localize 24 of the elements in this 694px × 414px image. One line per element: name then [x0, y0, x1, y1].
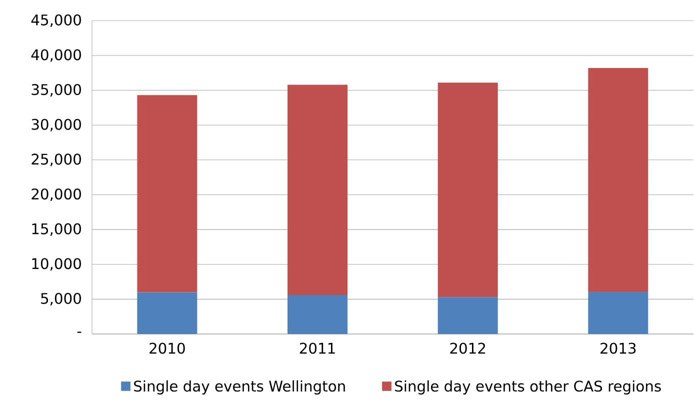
bar	[438, 297, 498, 334]
bar	[288, 294, 348, 334]
legend-label: Single day events Wellington	[134, 380, 345, 395]
y-tick-label: 40,000	[31, 49, 81, 62]
bar	[288, 84, 348, 295]
y-tick-label: 10,000	[32, 258, 81, 271]
bar	[588, 68, 648, 292]
y-tick-label: 25,000	[32, 154, 81, 166]
y-tick-label: 20,000	[32, 188, 81, 202]
x-tick-label: 2011	[300, 342, 335, 354]
x-tick-label: 2010	[150, 342, 185, 354]
legend-label: Single day events other CAS regions	[395, 380, 661, 395]
y-tick-label: 5,000	[41, 292, 81, 306]
bar	[137, 292, 198, 334]
x-tick-label: 2013	[600, 342, 636, 354]
bar	[137, 95, 198, 292]
y-tick-label: 45,000	[31, 14, 81, 27]
bar	[438, 82, 498, 298]
y-tick-label: 35,000	[32, 84, 81, 97]
y-tick-label: 15,000	[32, 223, 81, 236]
bar	[588, 292, 648, 334]
y-tick-label: -	[77, 332, 82, 333]
x-tick-label: 2012	[450, 342, 486, 354]
y-tick-label: 30,000	[32, 118, 81, 132]
